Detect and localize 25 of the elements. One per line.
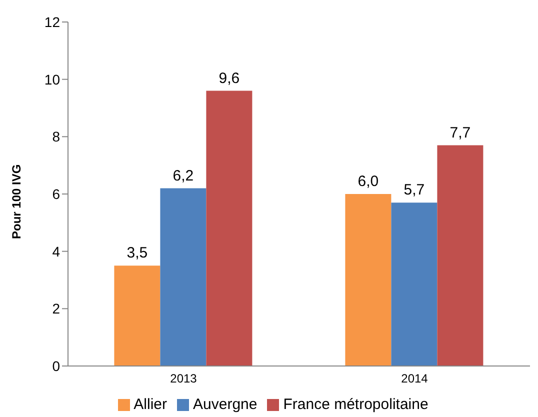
data-label: 7,7 bbox=[450, 124, 471, 142]
legend-label: Allier bbox=[134, 396, 168, 413]
bar bbox=[391, 202, 438, 366]
legend-label: France métropolitaine bbox=[283, 396, 428, 413]
data-label: 3,5 bbox=[126, 244, 148, 262]
y-tick-label: 10 bbox=[44, 71, 60, 88]
bar bbox=[114, 266, 160, 366]
y-axis-title: Pour 100 IVG bbox=[9, 164, 24, 239]
data-label: 5,7 bbox=[404, 182, 425, 199]
legend-label: Auvergne bbox=[193, 396, 258, 413]
data-label: 6,0 bbox=[358, 173, 379, 190]
x-tick-label: 2014 bbox=[401, 372, 428, 386]
bar bbox=[160, 188, 206, 366]
y-tick-label: 2 bbox=[52, 300, 60, 317]
y-tick-label: 12 bbox=[44, 14, 60, 30]
data-label: 9,6 bbox=[218, 70, 240, 87]
y-tick-label: 6 bbox=[52, 186, 60, 202]
y-tick-label: 8 bbox=[52, 128, 60, 145]
bar bbox=[437, 145, 484, 366]
bar bbox=[206, 90, 252, 366]
x-tick-label: 2013 bbox=[170, 372, 198, 386]
data-label: 6,2 bbox=[172, 167, 194, 184]
bar bbox=[345, 194, 392, 366]
y-tick-label: 0 bbox=[52, 358, 60, 374]
y-tick-label: 4 bbox=[52, 243, 60, 260]
